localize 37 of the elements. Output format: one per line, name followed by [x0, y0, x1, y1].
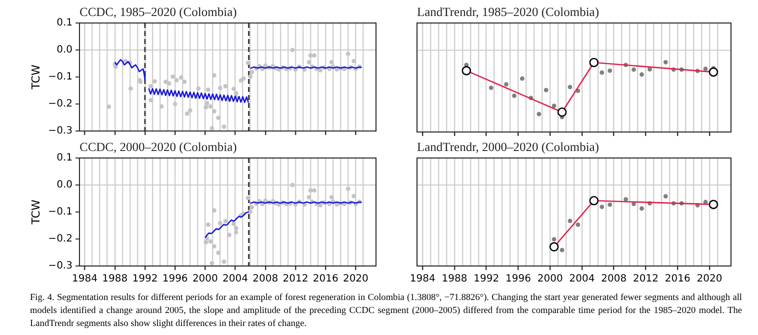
- chart-title: CCDC, 2000–2020 (Colombia): [79, 140, 237, 154]
- y-axis-title: TCW: [29, 64, 42, 90]
- y-tick-label: −0.1: [48, 72, 72, 83]
- y-tick-label: 0.1: [56, 18, 72, 29]
- y-tick-label: −0.2: [48, 98, 72, 110]
- y-tick-label: −0.3: [48, 126, 72, 137]
- x-tick-label: 1996: [162, 274, 188, 285]
- x-tick-label: 2000: [537, 274, 563, 285]
- y-tick-label: −0.2: [48, 234, 72, 245]
- y-tick-label: 0.0: [56, 180, 72, 191]
- y-tick-label: 0.0: [56, 44, 72, 56]
- x-tick-label: 1992: [474, 274, 500, 285]
- x-tick-label: 2020: [342, 274, 368, 285]
- x-tick-label: 1984: [410, 274, 436, 285]
- caption: Fig. 4. Segmentation results for different periods for an example of forest regeneration in Colombia (1.3808°, −71.8826°). Changing the start year generated fewer segments and although all models identified a change around 2005, the slope and amplitude of the preceding CCDC segment (2000–2005) differed from the comparable time period for the 1985–2020 model. The LandTrendr segments also show slight differences in their rates of change.: [30, 293, 742, 329]
- y-axis-title: TCW: [29, 200, 42, 226]
- x-tick-label: 1992: [132, 274, 158, 285]
- x-tick-label: 2020: [696, 274, 722, 285]
- x-tick-label: 2008: [252, 274, 278, 285]
- y-tick-label: 0.1: [56, 152, 72, 164]
- chart-title: LandTrendr, 1985–2020 (Colombia): [417, 5, 600, 20]
- x-tick-label: 2008: [601, 274, 627, 285]
- x-tick-label: 2012: [282, 274, 308, 285]
- x-tick-label: 2016: [664, 274, 690, 285]
- x-tick-label: 2004: [222, 274, 248, 285]
- x-tick-label: 2000: [192, 274, 218, 285]
- chart-title: LandTrendr, 2000–2020 (Colombia): [417, 140, 600, 154]
- x-tick-label: 1988: [442, 274, 468, 285]
- x-tick-label: 2016: [312, 274, 338, 285]
- x-tick-label: 2004: [569, 274, 595, 285]
- x-tick-label: 1984: [72, 274, 98, 285]
- x-tick-label: 2012: [633, 274, 658, 285]
- x-tick-label: 1996: [505, 274, 531, 285]
- y-tick-label: −0.1: [48, 206, 72, 218]
- chart-title: CCDC, 1985–2020 (Colombia): [79, 5, 237, 20]
- x-tick-label: 1988: [102, 274, 128, 285]
- y-tick-label: −0.3: [48, 260, 72, 272]
